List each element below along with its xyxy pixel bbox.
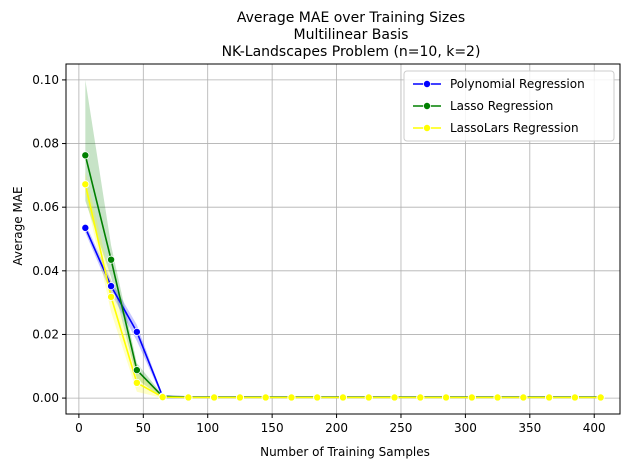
lassolars-regression-point [416, 393, 425, 402]
chart-title-line-3: NK-Landscapes Problem (n=10, k=2) [222, 44, 481, 60]
lassolars-regression-point [390, 393, 399, 402]
lasso-regression-point [132, 366, 141, 375]
legend: Polynomial Regression Lasso Regression Las… [403, 70, 615, 142]
lassolars-regression-point [442, 393, 451, 402]
lassolars-regression-point [364, 393, 373, 402]
lassolars-regression-point [467, 393, 476, 402]
x-axis-label: Number of Training Samples [260, 445, 430, 459]
y-tick-label: 0.10 [32, 73, 59, 87]
y-tick-label: 0.00 [32, 391, 59, 405]
lassolars-regression-point [570, 393, 579, 402]
legend-entry-label: LassoLars Regression [450, 121, 579, 135]
y-tick-label: 0.06 [32, 200, 59, 214]
x-tick-label: 150 [261, 421, 284, 435]
lassolars-regression-point [493, 393, 502, 402]
plot-frame [65, 63, 621, 415]
legend-swatch-marker [422, 124, 431, 133]
lassolars-regression-point [287, 393, 296, 402]
y-axis-ticks: 0.00 0.02 0.04 0.06 0.08 0.10 [32, 73, 66, 405]
legend-swatch-marker [422, 80, 431, 89]
x-tick-label: 100 [196, 421, 219, 435]
legend-entry-label: Polynomial Regression [450, 77, 585, 91]
chart-title-line-1: Average MAE over Training Sizes [237, 10, 465, 26]
y-tick-label: 0.08 [32, 137, 59, 151]
y-tick-label: 0.04 [32, 264, 59, 278]
lassolars-regression-point [210, 393, 219, 402]
lassolars-regression-point [184, 393, 193, 402]
x-axis-ticks: 0 50 100 150 200 250 300 350 400 [75, 414, 606, 435]
x-tick-label: 0 [75, 421, 83, 435]
x-tick-label: 300 [454, 421, 477, 435]
y-tick-label: 0.02 [32, 327, 59, 341]
lassolars-regression-point [338, 393, 347, 402]
lassolars-regression-point [132, 378, 141, 387]
legend-swatch-marker [422, 102, 431, 111]
lassolars-regression-point [545, 393, 554, 402]
lassolars-regression-point [596, 393, 605, 402]
x-tick-label: 250 [390, 421, 413, 435]
lassolars-regression-point [107, 292, 116, 301]
legend-box [403, 70, 615, 142]
x-tick-label: 350 [518, 421, 541, 435]
polynomial-regression-point [132, 327, 141, 336]
lassolars-regression-point [519, 393, 528, 402]
lassolars-regression-point [158, 393, 167, 402]
legend-entry-label: Lasso Regression [450, 99, 553, 113]
x-tick-label: 400 [583, 421, 606, 435]
polynomial-regression-point [107, 282, 116, 291]
lasso-regression-point [81, 151, 90, 160]
lassolars-regression-point [81, 180, 90, 189]
x-tick-label: 50 [136, 421, 151, 435]
x-tick-label: 200 [325, 421, 348, 435]
lassolars-regression-point [235, 393, 244, 402]
lassolars-regression-point [313, 393, 322, 402]
chart-title-line-2: Multilinear Basis [294, 27, 409, 43]
series-markers [81, 151, 605, 402]
y-axis-label: Average MAE [11, 186, 25, 265]
lasso-regression-point [107, 255, 116, 264]
polynomial-regression-point [81, 223, 90, 232]
lassolars-regression-point [261, 393, 270, 402]
lassolars-regression-confidence-band [85, 172, 601, 399]
